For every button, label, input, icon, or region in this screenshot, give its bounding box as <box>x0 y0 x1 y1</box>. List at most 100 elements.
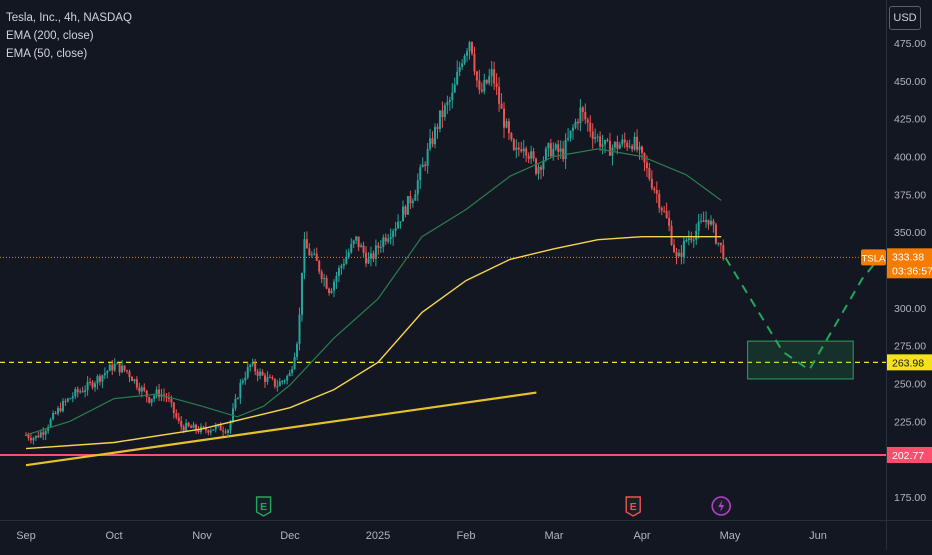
candle-162 <box>424 161 427 172</box>
candle-body <box>52 412 55 420</box>
candle-172 <box>448 96 451 111</box>
candle-body <box>259 371 262 376</box>
candle-body <box>636 136 639 150</box>
candle-body <box>118 363 121 373</box>
earnings-icon <box>255 496 272 517</box>
candle-body <box>66 398 69 402</box>
candle-body <box>320 271 323 280</box>
candle-76 <box>212 429 215 431</box>
candle-body <box>389 237 392 239</box>
x-tick-label: Sep <box>16 530 36 542</box>
candle-body <box>278 381 281 387</box>
candle-body <box>458 67 461 72</box>
candle-262 <box>670 220 673 246</box>
candle-175 <box>456 60 459 86</box>
candle-body <box>244 377 247 381</box>
candle-body <box>586 119 589 123</box>
candle-body <box>589 122 592 132</box>
candle-body <box>382 237 385 247</box>
candle-body <box>660 207 663 211</box>
candle-body <box>158 389 161 397</box>
candle-20 <box>74 387 77 400</box>
candle-213 <box>549 138 552 158</box>
candle-187 <box>485 79 488 85</box>
candle-body <box>392 230 395 238</box>
candle-body <box>231 408 234 422</box>
candle-body <box>49 419 52 427</box>
candle-123 <box>328 287 331 296</box>
support-tag-value: 202.77 <box>892 450 924 462</box>
event-marker-earnings-green[interactable]: E <box>255 496 272 517</box>
candle-body <box>544 148 547 161</box>
candle-273 <box>697 213 700 239</box>
ema200-legend[interactable]: EMA (200, close) <box>6 30 94 42</box>
candle-125 <box>333 279 335 298</box>
candle-body <box>438 110 441 129</box>
candle-body <box>626 142 629 148</box>
candle-body <box>61 400 64 412</box>
candle-276 <box>705 211 708 228</box>
candle-216 <box>557 140 560 160</box>
x-tick-label: Nov <box>192 530 212 542</box>
candle-102 <box>276 379 279 392</box>
candle-body <box>195 424 198 431</box>
candle-8 <box>44 428 47 441</box>
candle-body <box>313 253 316 255</box>
candle-190 <box>493 61 496 91</box>
candle-body <box>406 196 409 215</box>
candle-body <box>431 138 434 145</box>
candle-body <box>404 206 407 215</box>
candle-135 <box>357 236 360 252</box>
candle-16 <box>64 398 67 406</box>
symbol-title[interactable]: Tesla, Inc., 4h, NASDAQ <box>6 12 132 24</box>
candle-body <box>517 147 520 150</box>
candle-268 <box>685 237 688 243</box>
candle-256 <box>655 181 658 203</box>
candle-body <box>483 79 486 92</box>
x-tick-label: Jun <box>809 530 827 542</box>
target-zone <box>747 340 854 380</box>
candle-body <box>155 389 158 396</box>
candle-49 <box>145 390 148 403</box>
candle-119 <box>318 259 321 275</box>
candle-body <box>296 343 299 357</box>
candle-80 <box>222 426 225 437</box>
candle-207 <box>535 157 538 176</box>
candle-body <box>490 69 493 77</box>
candle-body <box>700 220 703 222</box>
event-marker-earnings-red[interactable]: E <box>625 496 641 517</box>
candle-27 <box>91 380 94 390</box>
candle-77 <box>214 422 217 433</box>
candle-body <box>527 155 530 159</box>
event-marker-split-purple[interactable] <box>711 496 732 516</box>
candle-197 <box>510 132 513 142</box>
candle-body <box>360 245 363 248</box>
candle-275 <box>702 211 705 223</box>
candle-177 <box>461 59 464 70</box>
ema50-legend[interactable]: EMA (50, close) <box>6 48 88 60</box>
trendline <box>25 391 537 467</box>
candle-body <box>717 242 720 244</box>
candle-246 <box>631 143 634 153</box>
candle-67 <box>190 424 193 429</box>
candle-253 <box>648 162 651 181</box>
candle-267 <box>682 237 685 264</box>
candle-body <box>268 377 271 379</box>
candle-body <box>113 363 116 371</box>
candle-body <box>512 139 515 150</box>
candle-143 <box>377 242 380 255</box>
candle-63 <box>180 415 183 431</box>
currency-button[interactable]: USD <box>889 6 921 30</box>
candle-body <box>719 242 722 246</box>
candle-body <box>303 239 306 273</box>
candle-112 <box>300 272 303 322</box>
candle-body <box>315 253 318 261</box>
candle-body <box>300 272 303 315</box>
candle-62 <box>177 412 180 424</box>
candle-0 <box>25 431 27 436</box>
candle-body <box>254 362 257 372</box>
candle-body <box>291 369 294 374</box>
candle-84 <box>231 402 234 424</box>
